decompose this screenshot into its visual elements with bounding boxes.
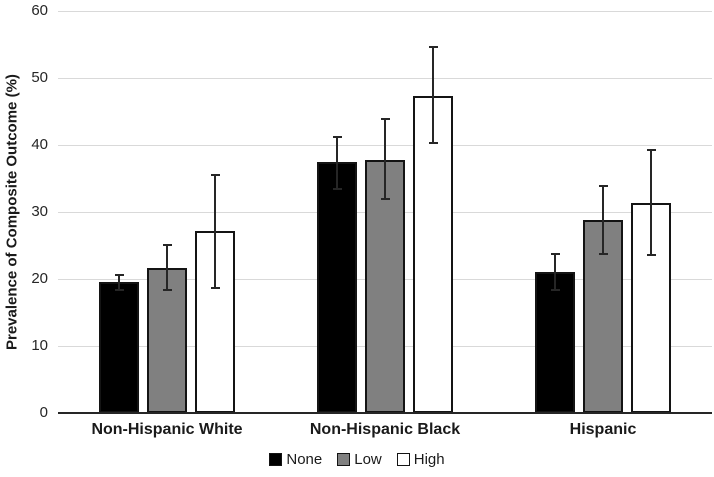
- legend-swatch: [396, 452, 410, 466]
- bar-low: [365, 159, 405, 413]
- legend-item-high: High: [396, 450, 445, 468]
- error-bar-cap: [114, 273, 124, 276]
- error-bar-cap: [646, 253, 656, 256]
- error-bar-cap: [210, 174, 220, 177]
- error-bar-cap: [210, 286, 220, 289]
- x-category-label: Non-Hispanic Black: [309, 421, 461, 438]
- error-bar-cap: [162, 289, 172, 292]
- bar-none: [99, 282, 139, 413]
- y-tick-label: 40: [31, 136, 48, 153]
- plot-area: [58, 10, 712, 414]
- error-bar-cap: [114, 289, 124, 292]
- y-tick-label: 50: [31, 69, 48, 86]
- y-tick-label: 60: [31, 2, 48, 19]
- bar-none: [535, 272, 575, 413]
- error-bar: [554, 254, 556, 291]
- error-bar: [118, 274, 120, 291]
- error-bar-cap: [380, 117, 390, 120]
- legend-item-low: Low: [337, 451, 382, 468]
- error-bar: [166, 244, 168, 291]
- error-bar-cap: [332, 135, 342, 138]
- y-tick-label: 10: [31, 337, 48, 354]
- error-bar-cap: [162, 243, 172, 246]
- y-tick-label: 30: [31, 203, 48, 220]
- gridline: [58, 10, 712, 12]
- error-bar-cap: [332, 187, 342, 190]
- legend-label: High: [413, 450, 445, 468]
- error-bar-cap: [428, 141, 438, 144]
- legend-swatch: [269, 452, 283, 466]
- y-tick-label: 0: [39, 404, 48, 421]
- legend-swatch: [337, 452, 351, 466]
- legend-label: None: [286, 450, 323, 468]
- error-bar: [214, 175, 216, 288]
- error-bar: [650, 150, 652, 255]
- x-category-label: Non-Hispanic White: [91, 421, 243, 438]
- y-tick-label: 20: [31, 270, 48, 287]
- error-bar-cap: [550, 289, 560, 292]
- error-bar: [432, 47, 434, 143]
- error-bar: [384, 118, 386, 199]
- error-bar-cap: [380, 197, 390, 200]
- gridline: [58, 77, 712, 79]
- error-bar-cap: [428, 46, 438, 49]
- legend: None Low High: [0, 448, 714, 470]
- bar-none: [317, 162, 357, 413]
- bar-low: [147, 267, 187, 413]
- error-bar-cap: [646, 149, 656, 152]
- error-bar-cap: [550, 253, 560, 256]
- legend-label: Low: [354, 450, 382, 468]
- error-bar-cap: [598, 252, 608, 255]
- error-bar-cap: [598, 184, 608, 187]
- error-bar: [602, 185, 604, 254]
- x-axis-line: [58, 412, 712, 414]
- legend-item-none: None: [269, 451, 322, 468]
- x-category-label: Hispanic: [569, 421, 637, 438]
- error-bar: [336, 136, 338, 189]
